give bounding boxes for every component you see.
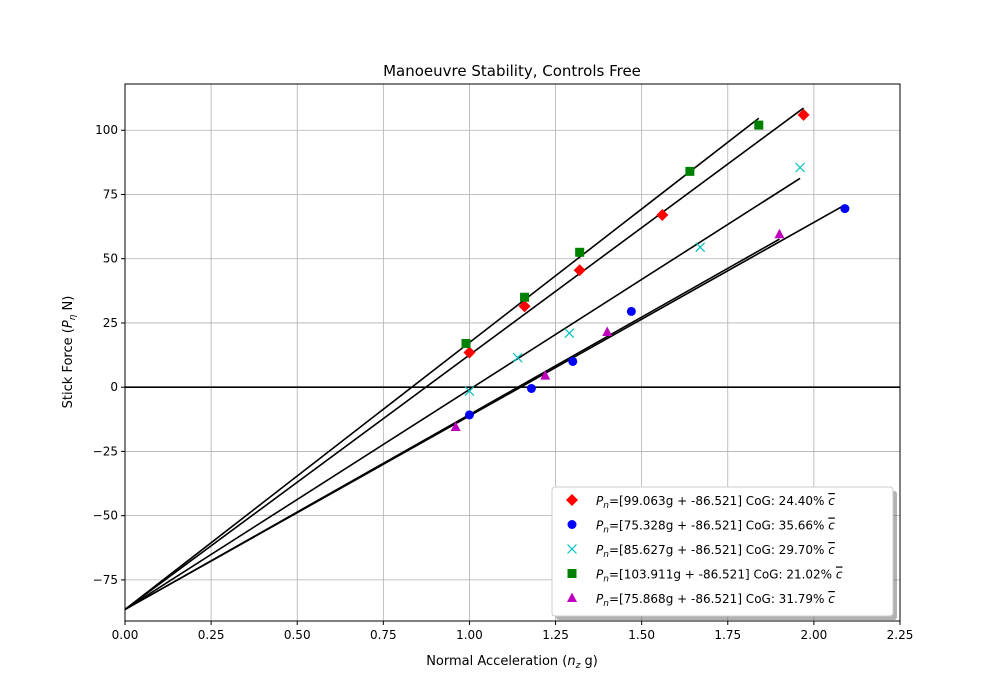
fit-line-series-3 (124, 177, 801, 611)
y-tick-label: 25 (103, 316, 118, 330)
plot-frame (124, 83, 901, 622)
data-point-series-2 (626, 306, 636, 316)
data-point-series-3 (512, 352, 523, 363)
legend-box (551, 486, 894, 617)
x-axis-ticks: 0.00 0.25 0.50 0.75 1.00 1.25 1.50 1.75 2.00 2.25 (112, 621, 914, 642)
data-point-series-3 (464, 386, 475, 396)
data-point-series-2 (840, 204, 850, 214)
x-tick-label: 1.75 (714, 628, 741, 642)
x-tick-label: 0.75 (370, 628, 397, 642)
y-tick-label: −75 (93, 573, 118, 587)
data-point-series-4 (685, 166, 695, 176)
x-marker-stroke (567, 544, 577, 554)
fit-line-series-1 (124, 107, 805, 611)
x-tick-label: 1.50 (628, 628, 655, 642)
data-point-series-4 (520, 292, 530, 302)
x-tick-label: 1.00 (456, 628, 483, 642)
data-point-series-5 (450, 421, 461, 432)
legend-marker-series-5 (567, 592, 577, 602)
legend-marker-series-2 (567, 520, 577, 529)
data-point-series-5 (540, 370, 551, 380)
y-axis-label: Stick Force (Pη N) (61, 296, 78, 409)
y-tick-label: −25 (93, 444, 118, 458)
fit-lines (124, 107, 846, 611)
x-axis-label: Normal Acceleration (nz g) (426, 654, 598, 671)
chart-title: Manoeuvre Stability, Controls Free (383, 62, 641, 80)
legend-marker-series-1 (566, 494, 578, 506)
legend-label-series-5: Pn=[75.868g + -86.521] CoG: 31.79% c (596, 592, 835, 609)
data-point-series-2 (464, 410, 474, 420)
data-point-series-1 (463, 346, 476, 359)
data-point-series-2 (568, 356, 578, 366)
y-tick-label: 75 (103, 187, 118, 201)
x-marker-stroke (464, 386, 475, 396)
data-point-series-1 (518, 300, 531, 313)
x-marker-stroke (564, 328, 575, 339)
legend-items: Pn=[99.063g + -86.521] CoG: 24.40% c Pn=[… (566, 494, 843, 609)
legend-label-series-4: Pn=[103.911g + -86.521] CoG: 21.02% c (596, 568, 843, 585)
data-point-series-4 (754, 120, 764, 130)
data-point-series-1 (573, 264, 586, 277)
y-axis-ticks: −75 −50 −25 0 25 50 75 100 (93, 123, 125, 587)
legend-label-series-2: Pn=[75.328g + -86.521] CoG: 35.66% c (596, 519, 835, 536)
x-marker-stroke (512, 352, 523, 363)
data-point-series-1 (656, 209, 669, 222)
data-point-series-3 (695, 242, 706, 253)
data-point-series-4 (461, 339, 471, 349)
y-tick-label: 100 (95, 123, 118, 137)
legend-label-series-1: Pn=[99.063g + -86.521] CoG: 24.40% c (596, 494, 835, 511)
data-point-series-1 (797, 108, 810, 121)
x-tick-label: 0.50 (284, 628, 311, 642)
y-tick-label: 50 (103, 252, 118, 266)
fit-line-series-4 (124, 117, 760, 611)
data-markers (450, 108, 850, 432)
x-tick-label: 1.25 (542, 628, 569, 642)
legend-marker-series-3 (567, 544, 577, 554)
y-tick-label: −50 (93, 509, 118, 523)
x-tick-label: 0.25 (198, 628, 225, 642)
x-marker-stroke (695, 242, 706, 253)
legend-marker-series-4 (567, 569, 577, 578)
data-point-series-5 (774, 228, 785, 239)
data-point-series-3 (564, 328, 575, 339)
data-point-series-5 (602, 326, 613, 336)
y-tick-label: 0 (110, 380, 118, 394)
legend-label-series-3: Pn=[85.627g + -86.521] CoG: 29.70% c (596, 543, 835, 560)
x-marker-stroke (795, 162, 806, 173)
data-point-series-3 (795, 162, 806, 173)
legend: Pn=[99.063g + -86.521] CoG: 24.40% c Pn=[… (551, 486, 897, 620)
data-point-series-4 (575, 247, 585, 257)
x-tick-label: 0.00 (112, 628, 139, 642)
data-point-series-2 (526, 383, 536, 393)
x-tick-label: 2.00 (801, 628, 828, 642)
x-tick-label: 2.25 (887, 628, 914, 642)
fit-line-series-5 (124, 238, 780, 611)
